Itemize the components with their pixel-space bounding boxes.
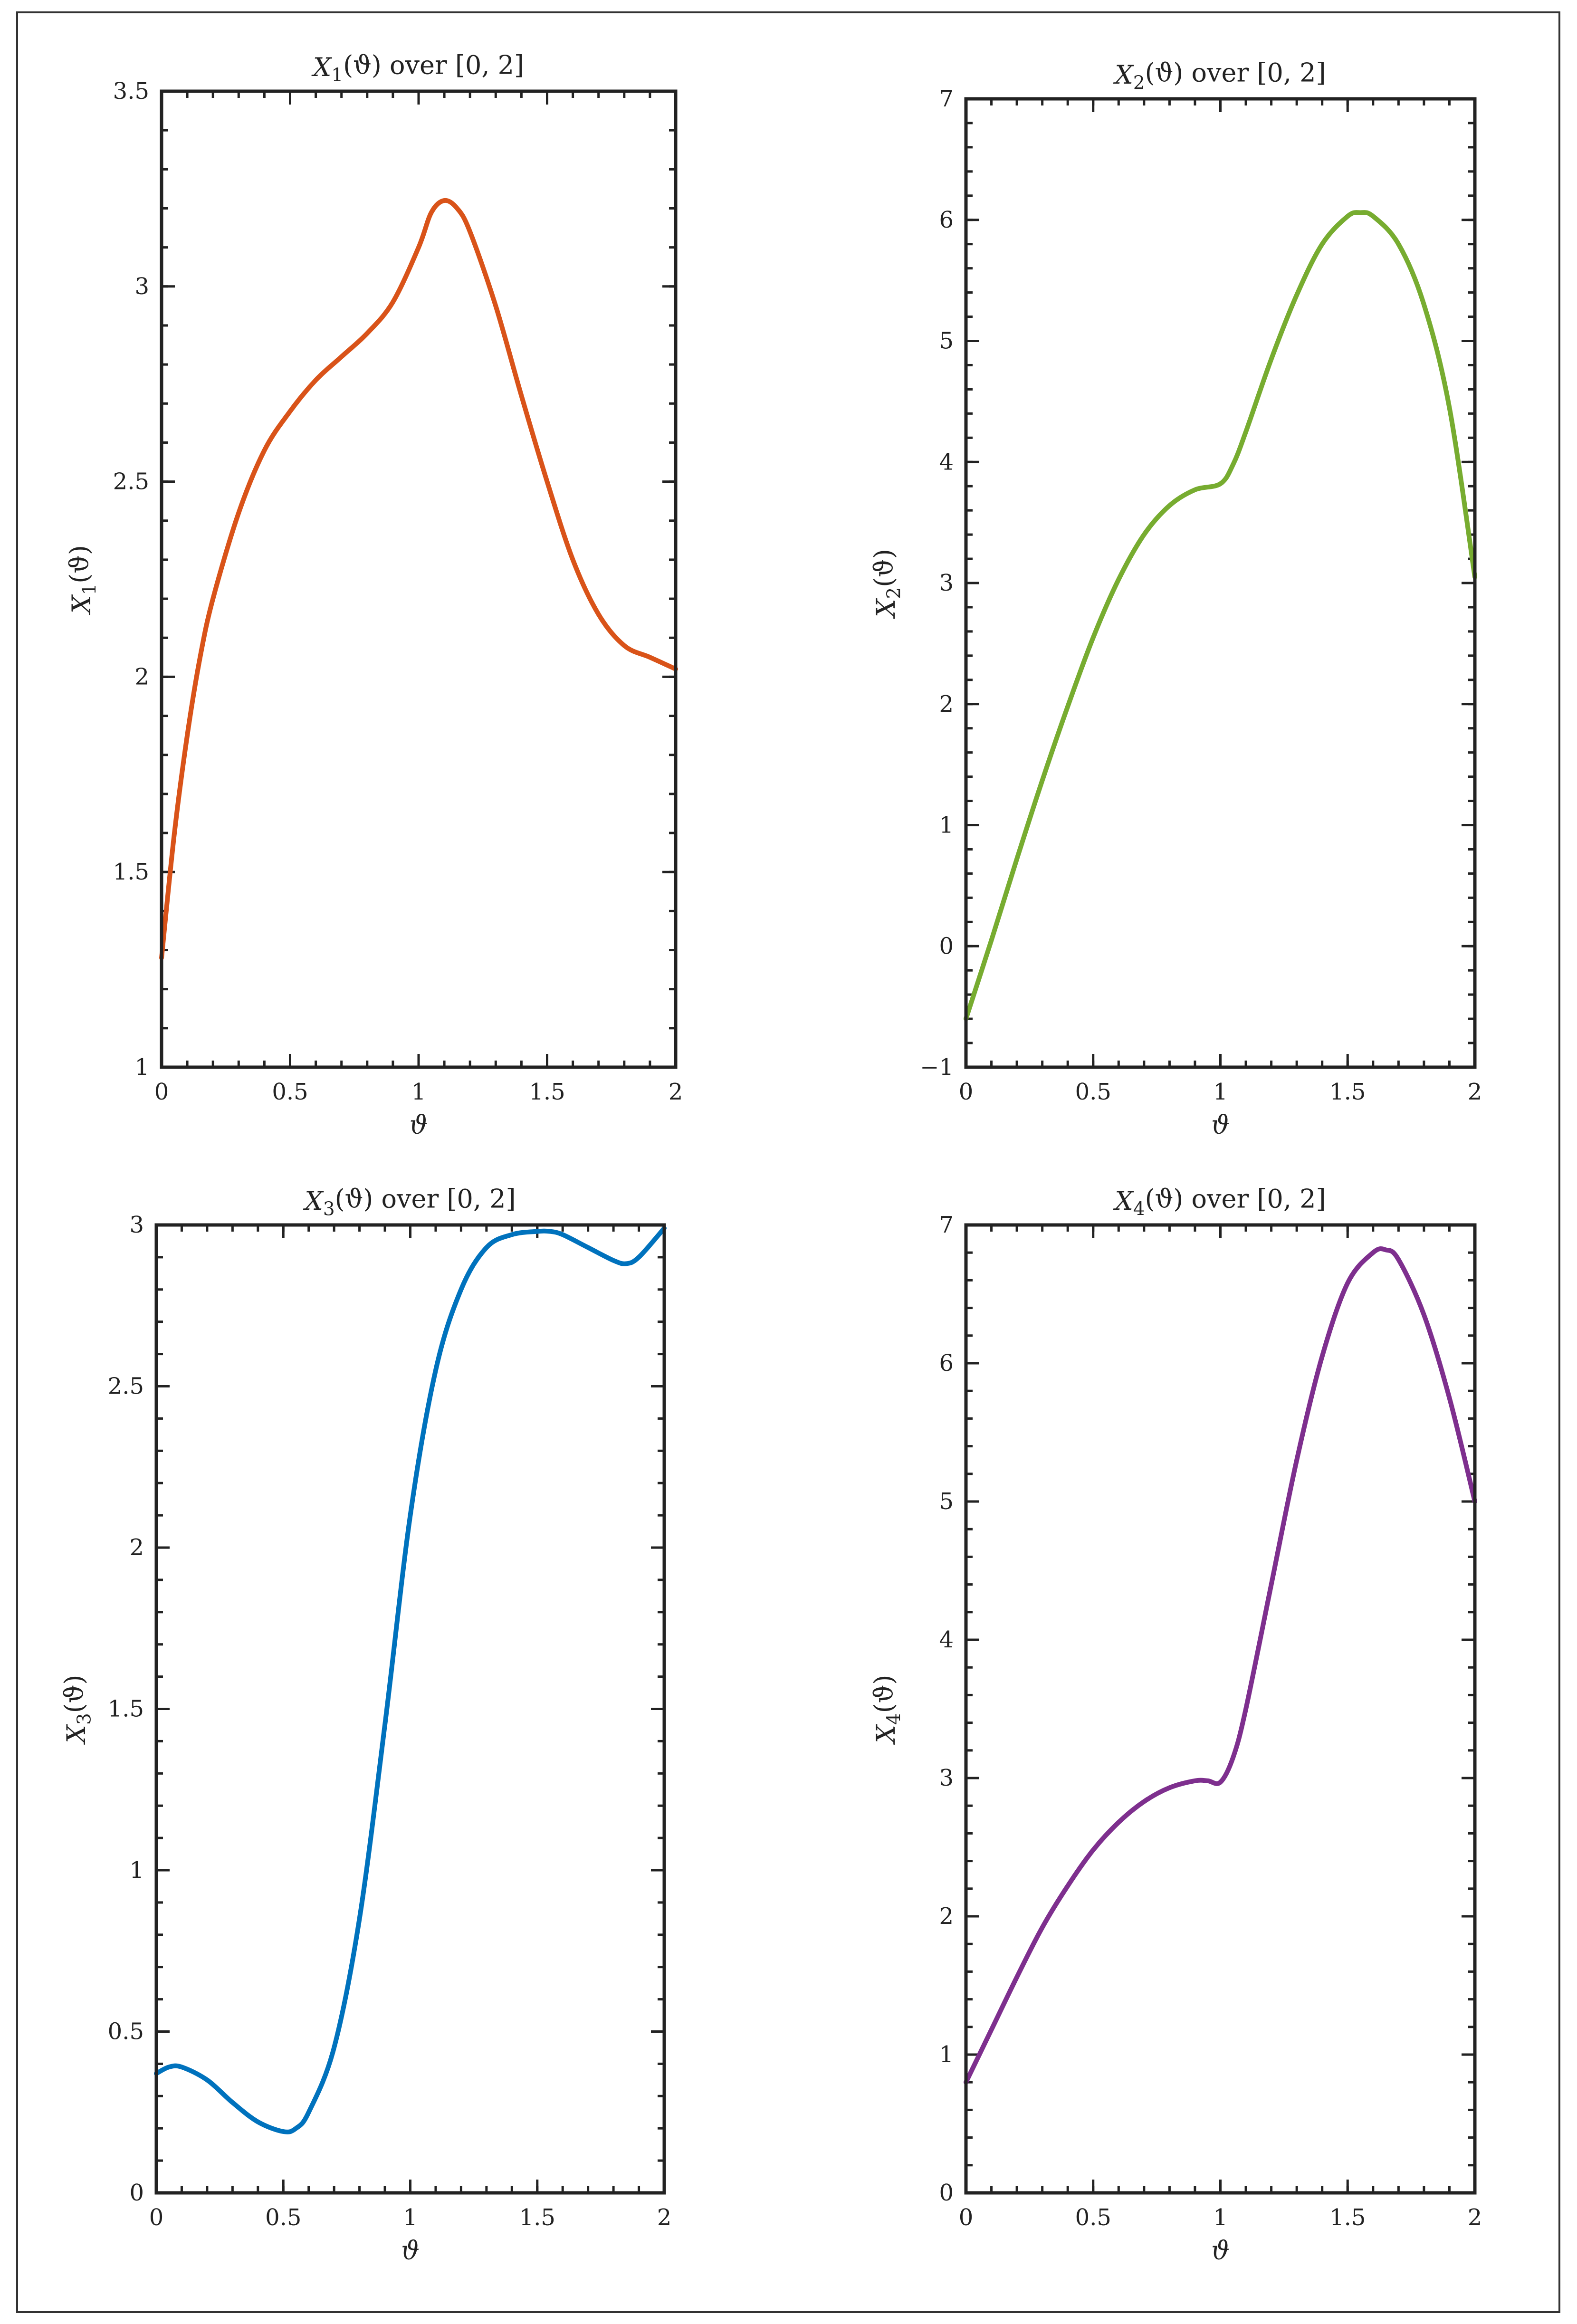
chart-title: X1(ϑ) over [0, 2] [311, 50, 524, 86]
x-axis-label: ϑ [401, 2236, 420, 2266]
y-tick-label: 5 [939, 1488, 954, 1515]
x-tick-label: 1.5 [529, 1079, 565, 1105]
y-tick-label: 2 [129, 1534, 144, 1561]
y-tick-label: 6 [939, 1350, 954, 1377]
x-tick-label: 0.5 [1075, 2204, 1111, 2231]
x-tick-label: 0 [154, 1079, 169, 1105]
x-tick-label: 2 [1468, 1079, 1482, 1105]
x-tick-label: 0.5 [265, 2204, 301, 2231]
series-line-x2 [964, 210, 1477, 1022]
y-tick-label: 3 [939, 570, 954, 596]
x-tick-label: 2 [1468, 2204, 1482, 2231]
axes-box [964, 97, 1477, 1069]
y-tick-label: −1 [920, 1054, 954, 1081]
y-tick-label: 7 [939, 86, 954, 112]
x-tick-label: 0 [149, 2204, 164, 2231]
figure-border [16, 11, 1560, 2313]
x-tick-label: 2 [657, 2204, 672, 2231]
x-tick-label: 1 [1213, 2204, 1228, 2231]
x-tick-label: 1 [1213, 1079, 1228, 1105]
subplot-3: 0 0.5 1 1.5 2 0 0.5 1 1.5 2 2.5 3 X3(ϑ) over [0, 2] ϑ… [59, 1184, 671, 2266]
y-tick-label: 4 [939, 1626, 954, 1653]
x-tick-label: 1 [411, 1079, 426, 1105]
chart-title: X4(ϑ) over [0, 2] [1113, 1184, 1326, 1220]
y-tick-label: 3 [134, 273, 149, 300]
x-axis-label: ϑ [410, 1110, 428, 1140]
axes-box [154, 1223, 666, 2195]
y-axis-label: X4(ϑ) [869, 1675, 905, 1745]
y-tick-label: 4 [939, 449, 954, 475]
y-tick-label: 5 [939, 328, 954, 354]
y-axis-label: X1(ϑ) [64, 545, 100, 615]
x-tick-label: 1.5 [1329, 2204, 1366, 2231]
x-tick-label: 1 [403, 2204, 418, 2231]
y-tick-label: 1 [134, 1054, 149, 1081]
subplot-4: 0 0.5 1 1.5 2 0 1 2 3 4 5 6 7 X4(ϑ) over [0, 2] ϑ X4(ϑ) [869, 1184, 1482, 2266]
x-tick-label: 1.5 [1329, 1079, 1366, 1105]
x-tick-label: 0 [959, 1079, 974, 1105]
subplot-1: 0 0.5 1 1.5 2 1 1.5 2 2.5 3 3.5 X1(ϑ) over [0, 2] ϑ X… [64, 50, 683, 1140]
y-tick-label: 7 [939, 1212, 954, 1238]
y-tick-label: 0 [939, 2180, 954, 2206]
y-tick-label: 1 [939, 2041, 954, 2068]
y-tick-label: 1 [129, 1857, 144, 1884]
y-tick-label: 2.5 [108, 1373, 144, 1400]
axes-box [160, 89, 678, 1069]
series-line-x3 [154, 1225, 667, 2134]
y-tick-label: 0 [939, 933, 954, 959]
x-tick-label: 1.5 [519, 2204, 555, 2231]
y-tick-label: 3 [129, 1212, 144, 1238]
y-tick-label: 2 [939, 1903, 954, 1930]
y-tick-label: 1.5 [108, 1696, 144, 1722]
x-axis-label: ϑ [1211, 1110, 1230, 1140]
series-line-x1 [159, 198, 678, 960]
y-tick-label: 2 [134, 663, 149, 690]
chart-title: X3(ϑ) over [0, 2] [303, 1184, 516, 1220]
y-axis-label: X2(ϑ) [869, 549, 905, 619]
y-tick-label: 2.5 [113, 469, 149, 495]
y-tick-label: 0.5 [108, 2018, 144, 2045]
y-tick-label: 1 [939, 812, 954, 839]
x-axis-label: ϑ [1211, 2236, 1230, 2266]
x-tick-label: 2 [669, 1079, 683, 1105]
y-tick-label: 2 [939, 691, 954, 717]
y-tick-label: 1.5 [113, 859, 149, 885]
x-tick-label: 0.5 [1075, 1079, 1111, 1105]
axes-box [964, 1223, 1477, 2195]
y-tick-label: 6 [939, 207, 954, 233]
y-axis-label: X3(ϑ) [59, 1675, 95, 1745]
x-tick-label: 0.5 [272, 1079, 308, 1105]
y-tick-label: 0 [129, 2180, 144, 2206]
y-tick-label: 3 [939, 1765, 954, 1791]
series-line-x4 [964, 1246, 1477, 2085]
y-tick-label: 3.5 [113, 78, 149, 105]
chart-title: X2(ϑ) over [0, 2] [1113, 57, 1326, 94]
x-tick-label: 0 [959, 2204, 974, 2231]
subplot-grid: 0 0.5 1 1.5 2 1 1.5 2 2.5 3 3.5 X1(ϑ) over [0, 2] ϑ X… [59, 50, 1482, 2266]
